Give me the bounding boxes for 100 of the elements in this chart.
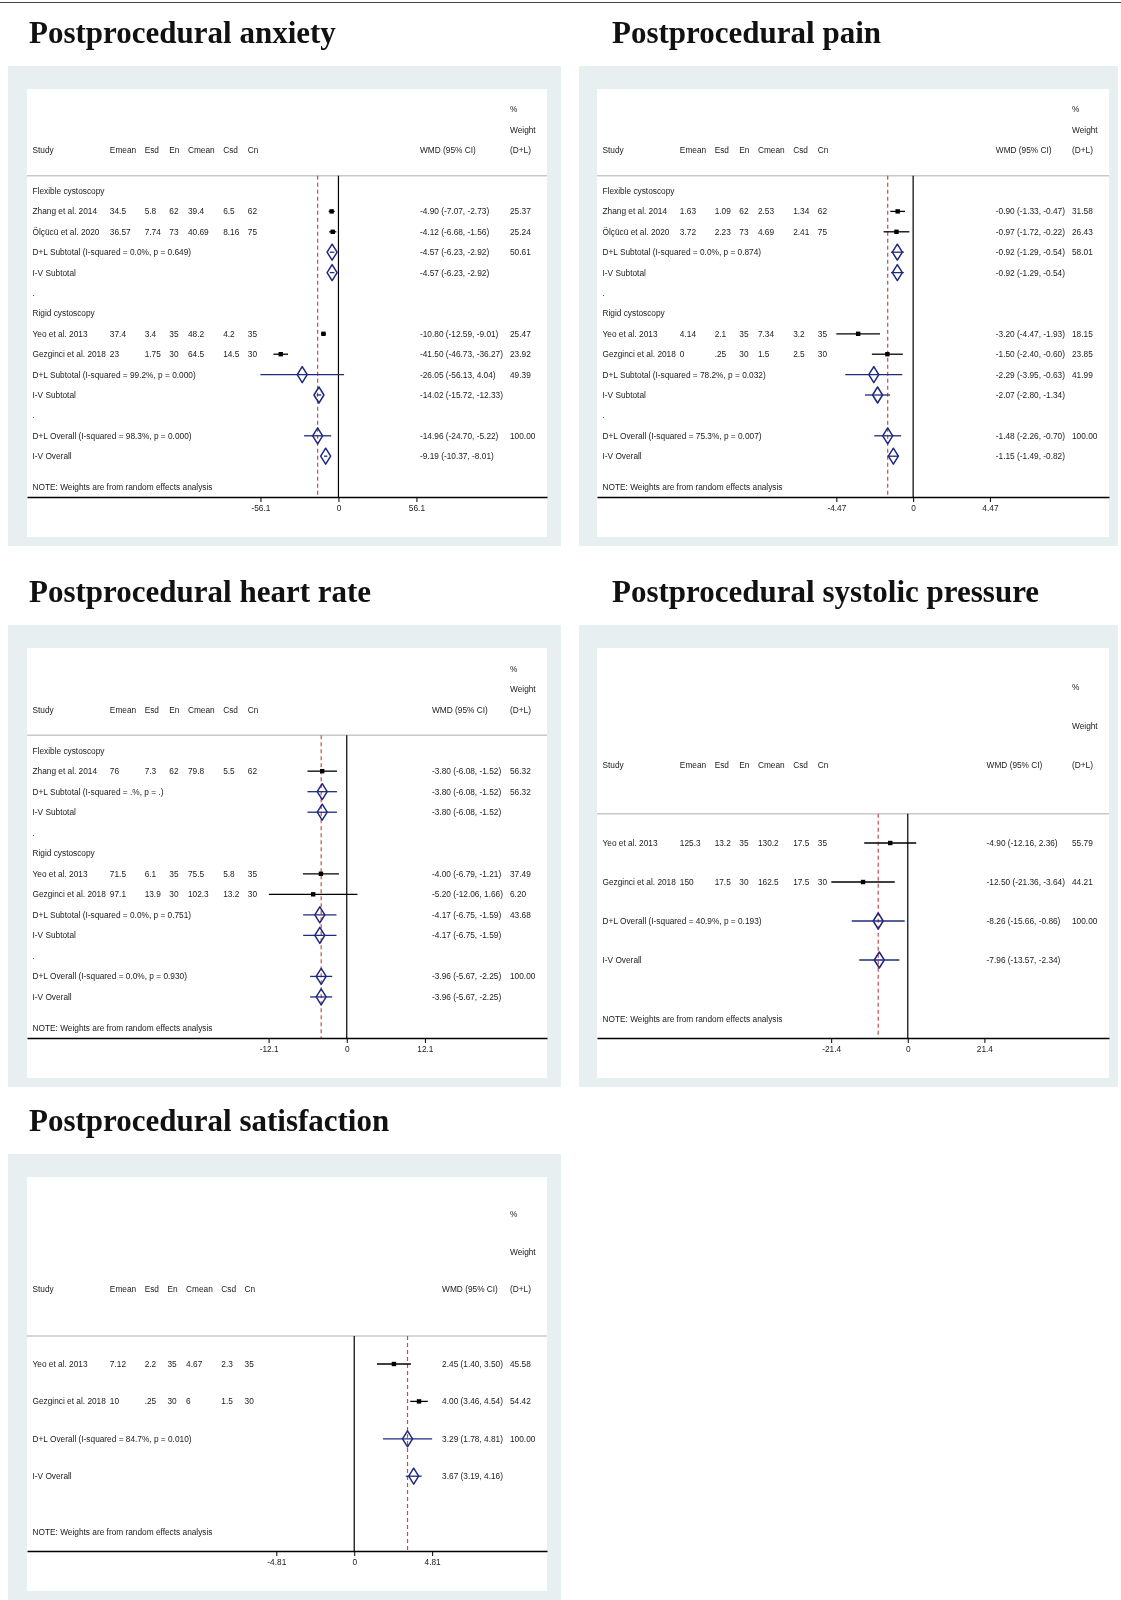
- annotation: 62: [247, 766, 258, 777]
- text: (D+L): [510, 145, 532, 156]
- annotation: 25.24: [510, 226, 532, 237]
- y-tick-label: Gezginci et al. 2018: [602, 349, 677, 360]
- y-tick-label: I-V Subtotal: [32, 807, 77, 818]
- y-tick-label: D+L Overall (I-squared = 75.3%, p = 0.007): [602, 430, 762, 441]
- annotation: 23: [109, 349, 120, 360]
- text: Cmean: [757, 145, 786, 156]
- annotation: -4.57 (-6.23, -2.92): [419, 267, 490, 278]
- annotation: 39.4: [187, 206, 205, 217]
- annotation: 35: [244, 1359, 255, 1369]
- annotation: -2.07 (-2.80, -1.34): [995, 390, 1066, 400]
- annotation: 1.5: [221, 1396, 234, 1407]
- annotation: -2.29 (-3.95, -0.63): [995, 369, 1066, 380]
- text: Esd: [714, 760, 730, 770]
- annotation: -41.50 (-46.73, -36.27): [419, 349, 504, 360]
- annotation: 13.9: [144, 889, 162, 900]
- annotation: 35: [169, 868, 179, 879]
- annotation: NOTE: Weights are from random effects analysis: [32, 481, 213, 492]
- annotation: 100.00: [1072, 916, 1098, 926]
- chart-title: Postprocedural pain: [612, 15, 881, 50]
- y-tick-label: Gezginci et al. 2018: [32, 889, 107, 900]
- text: Study: [602, 145, 625, 156]
- annotation: 30: [739, 877, 749, 887]
- y-tick-label: D+L Subtotal (I-squared = 0.0%, p = 0.751): [32, 909, 192, 920]
- text: Weight: [510, 124, 537, 135]
- annotation: 100.00: [510, 1433, 536, 1444]
- annotation: NOTE: Weights are from random effects analysis: [32, 1022, 213, 1033]
- annotation: 58.01: [1072, 247, 1094, 258]
- y-tick-label: D+L Subtotal (I-squared = 0.0%, p = 0.874): [602, 247, 762, 258]
- annotation: 35: [817, 328, 828, 339]
- annotation: 35: [739, 328, 749, 339]
- x-tick-label: 56.1: [408, 502, 426, 513]
- annotation: 17.5: [714, 877, 732, 887]
- annotation: -0.92 (-1.29, -0.54): [995, 247, 1066, 258]
- annotation: -14.02 (-15.72, -12.33): [419, 390, 504, 400]
- y-tick-label: Ölçücü et al. 2020: [602, 226, 670, 237]
- annotation: 23.92: [510, 349, 532, 360]
- x-tick-label: -4.81: [267, 1556, 287, 1567]
- text: Esd: [144, 145, 160, 156]
- x-tick-label: -56.1: [251, 502, 271, 513]
- annotation: 35: [167, 1359, 178, 1369]
- annotation: 17.5: [793, 838, 810, 848]
- annotation: 62: [247, 206, 258, 217]
- annotation: -7.96 (-13.57, -2.34): [986, 955, 1061, 965]
- text: Csd: [221, 1284, 237, 1295]
- annotation: 54.42: [510, 1396, 532, 1407]
- annotation: 3.67 (3.19, 4.16): [442, 1471, 504, 1482]
- x-tick-label: 0: [905, 1043, 911, 1054]
- text: Cmean: [187, 704, 216, 715]
- annotation: 30: [244, 1396, 255, 1407]
- annotation: -3.80 (-6.08, -1.52): [431, 766, 502, 777]
- annotation: -10.80 (-12.59, -9.01): [419, 328, 499, 339]
- text: Cn: [247, 704, 259, 715]
- x-tick-label: 0: [911, 502, 917, 513]
- annotation: 3.4: [144, 328, 157, 339]
- annotation: 49.39: [510, 369, 532, 380]
- annotation: 30: [169, 889, 179, 900]
- annotation: 2.3: [221, 1359, 234, 1369]
- y-tick-label: Gezginci et al. 2018: [32, 1396, 107, 1407]
- annotation: 6.5: [223, 206, 236, 217]
- annotation: 35: [817, 838, 828, 848]
- text: Weight: [1072, 124, 1099, 135]
- annotation: -4.57 (-6.23, -2.92): [419, 247, 490, 258]
- annotation: 100.00: [510, 430, 536, 441]
- annotation: 30: [817, 877, 828, 887]
- annotation: 4.00 (3.46, 4.54): [442, 1396, 504, 1407]
- y-tick-label: I-V Overall: [32, 451, 72, 462]
- annotation: 4.2: [223, 328, 236, 339]
- annotation: 7.3: [144, 766, 157, 777]
- annotation: -1.50 (-2.40, -0.60): [995, 349, 1066, 360]
- y-tick-label: .: [32, 950, 35, 961]
- annotation: 7.12: [109, 1359, 127, 1369]
- y-tick-label: D+L Overall (I-squared = 40.9%, p = 0.193): [602, 916, 762, 926]
- annotation: 25.47: [510, 328, 532, 339]
- annotation: 37.4: [109, 328, 127, 339]
- annotation: 2.5: [793, 349, 806, 360]
- y-tick-label: .: [602, 288, 605, 298]
- annotation: 71.5: [109, 868, 127, 879]
- annotation: 162.5: [757, 877, 780, 887]
- annotation: 13.2: [223, 889, 240, 900]
- y-tick-label: I-V Subtotal: [32, 267, 77, 278]
- annotation: -1.15 (-1.49, -0.82): [995, 451, 1066, 462]
- text: Study: [32, 145, 55, 156]
- text: Csd: [793, 760, 809, 770]
- text: %: [1072, 104, 1080, 115]
- text: Cn: [817, 145, 829, 156]
- annotation: 64.5: [187, 349, 205, 360]
- annotation: 31.58: [1072, 206, 1094, 217]
- annotation: 30: [739, 349, 749, 360]
- annotation: -4.12 (-6.68, -1.56): [419, 226, 490, 237]
- text: %: [510, 1209, 518, 1220]
- x-tick-label: 4.47: [982, 502, 999, 513]
- annotation: 6.1: [144, 868, 157, 879]
- chart-title: Postprocedural anxiety: [29, 15, 336, 50]
- annotation: -4.17 (-6.75, -1.59): [431, 909, 502, 920]
- y-tick-label: Rigid cystoscopy: [32, 848, 96, 859]
- annotation: 4.14: [679, 328, 697, 339]
- y-tick-label: Gezginci et al. 2018: [602, 877, 677, 887]
- annotation: -4.90 (-7.07, -2.73): [419, 206, 490, 217]
